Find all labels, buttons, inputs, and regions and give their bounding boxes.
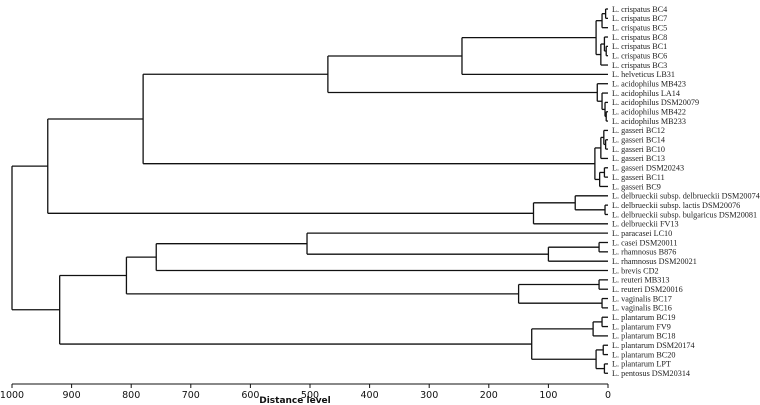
x-axis-tick-label: 100 [539,390,557,401]
leaf-label: L. crispatus BC1 [612,42,667,51]
x-axis-tick-label: 300 [420,390,438,401]
leaf-label: L. vaginalis BC17 [612,294,672,303]
leaf-label: L. gasseri BC11 [612,173,665,182]
leaf-label: L. acidophilus MB422 [612,108,686,117]
x-axis-tick-label: 600 [241,390,259,401]
x-axis-tick-label: 200 [480,390,498,401]
x-axis-tick-label: 900 [63,390,81,401]
leaf-label: L. rhamnosus B876 [612,248,676,257]
leaf-label: L. gasseri BC14 [612,136,665,145]
leaf-label: L. delbrueckii subsp. bulgaricus DSM2008… [612,210,757,219]
leaf-label: L. crispatus BC6 [612,52,667,61]
leaf-label: L. reuteri DSM20016 [612,285,683,294]
leaf-label: L. gasseri BC13 [612,154,665,163]
leaf-label: L. crispatus BC3 [612,61,667,70]
x-axis-ticks: 1000 900 800 700 600 500 400 300 200 100 0 [0,384,611,401]
dendrogram-links [11,8,608,374]
leaf-label: L. reuteri MB313 [612,276,670,285]
leaf-label: L. plantarum LPT [612,360,671,369]
leaf-label: L. gasseri BC12 [612,126,665,135]
leaf-label: L. crispatus BC8 [612,33,667,42]
leaf-label: L. brevis CD2 [612,266,659,275]
leaf-label: L. acidophilus MB423 [612,80,686,89]
x-axis-title: Distance level [259,396,331,405]
leaf-label: L. delbrueckii FV13 [612,220,679,229]
leaf-label: L. casei DSM20011 [612,238,677,247]
leaf-label: L. acidophilus MB233 [612,117,686,126]
leaf-label: L. plantarum BC19 [612,313,675,322]
x-axis-tick-label: 800 [122,390,140,401]
leaf-label: L. gasseri DSM20243 [612,164,684,173]
leaf-label: L. gasseri BC10 [612,145,665,154]
leaf-label: L. plantarum BC20 [612,350,675,359]
leaf-label: L. vaginalis BC16 [612,304,672,313]
leaf-label: L. plantarum BC18 [612,332,675,341]
leaf-label: L. crispatus BC4 [612,5,667,14]
x-axis: 1000 900 800 700 600 500 400 300 200 100 0 Distanc… [0,383,611,405]
leaf-label: L. helveticus LB31 [612,70,675,79]
leaf-label: L. pentosus DSM20314 [612,369,690,378]
x-axis-tick-label: 0 [605,390,611,401]
x-axis-tick-label: 400 [361,390,379,401]
leaf-label: L. gasseri BC9 [612,182,661,191]
leaf-label: L. crispatus BC7 [612,14,667,23]
leaf-label: L. rhamnosus DSM20021 [612,257,697,266]
leaf-label: L. delbrueckii subsp. lactis DSM20076 [612,201,740,210]
x-axis-tick-label: 700 [182,390,200,401]
leaf-label: L. acidophilus LA14 [612,89,680,98]
x-axis-tick-label: 500 [301,390,319,401]
leaf-label: L. delbrueckii subsp. delbrueckii DSM200… [612,192,760,201]
leaf-label: L. crispatus BC5 [612,23,667,32]
leaf-label: L. acidophilus DSM20079 [612,98,699,107]
x-axis-tick-label: 1000 [0,390,24,401]
leaf-label: L. plantarum FV9 [612,322,671,331]
leaf-label: L. paracasei LC10 [612,229,672,238]
leaf-label: L. plantarum DSM20174 [612,341,695,350]
